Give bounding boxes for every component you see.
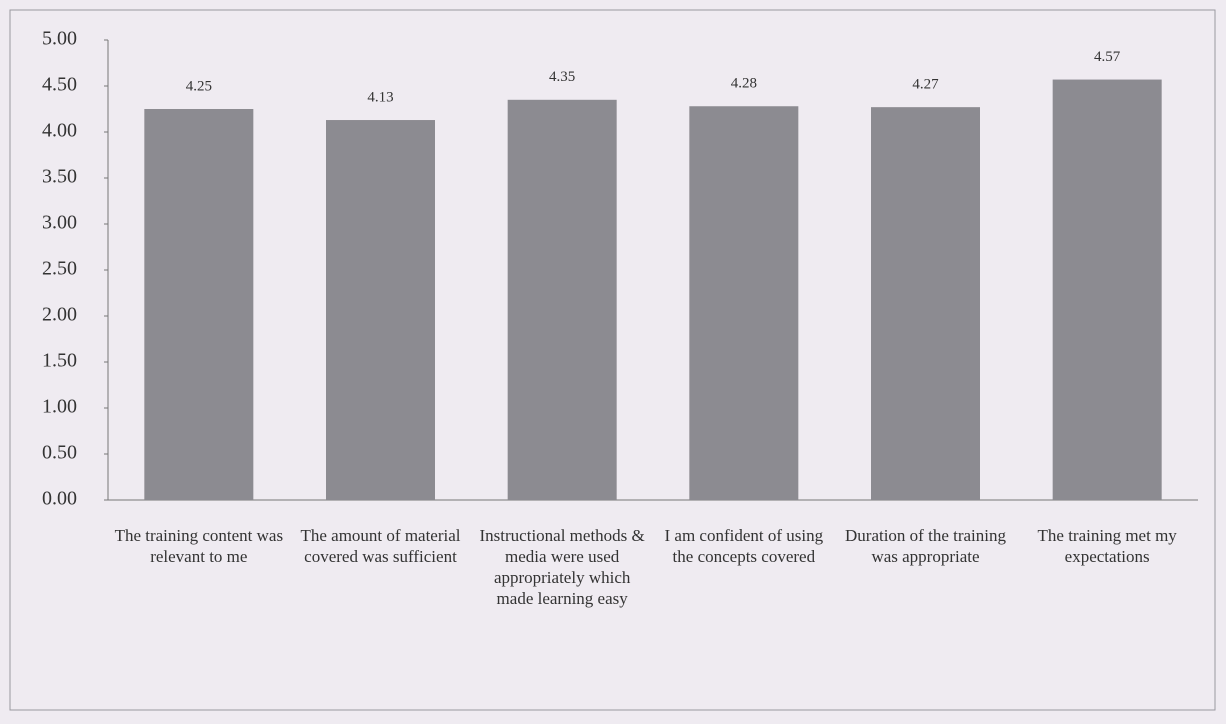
y-tick-label: 1.00 (42, 396, 77, 418)
bar (689, 106, 799, 501)
bar (1052, 79, 1162, 500)
data-label: 4.35 (549, 69, 575, 85)
y-tick-label: 3.50 (42, 166, 77, 188)
bar (326, 120, 435, 500)
y-tick-label: 2.00 (42, 304, 77, 326)
data-label: 4.25 (186, 78, 212, 94)
bar (507, 99, 617, 501)
y-tick-label: 5.00 (42, 28, 77, 50)
x-tick-label: Duration of the training was appropriate (845, 526, 1006, 566)
y-tick-label: 1.50 (42, 350, 77, 372)
data-label: 4.27 (912, 77, 939, 93)
data-label: 4.28 (731, 76, 757, 92)
data-label: 4.13 (367, 89, 393, 105)
x-tick-label: The training met my expectations (1037, 526, 1177, 566)
x-tick-label: I am confident of using the concepts cov… (664, 526, 824, 566)
data-label: 4.57 (1094, 49, 1121, 65)
x-tick-label: The amount of material covered was suffi… (300, 526, 461, 566)
y-tick-label: 4.00 (42, 120, 77, 142)
chart-border (9, 9, 1216, 711)
y-tick-label: 2.50 (42, 258, 77, 280)
y-tick-label: 0.00 (42, 488, 77, 510)
x-tick-label: The training content was relevant to me (114, 526, 284, 566)
bar (871, 107, 980, 500)
y-tick-label: 0.50 (42, 442, 77, 464)
y-tick-label: 4.50 (42, 74, 77, 96)
y-tick-label: 3.00 (42, 212, 77, 234)
x-tick-label: Instructional methods & media were used … (479, 526, 645, 608)
bar (144, 109, 254, 500)
